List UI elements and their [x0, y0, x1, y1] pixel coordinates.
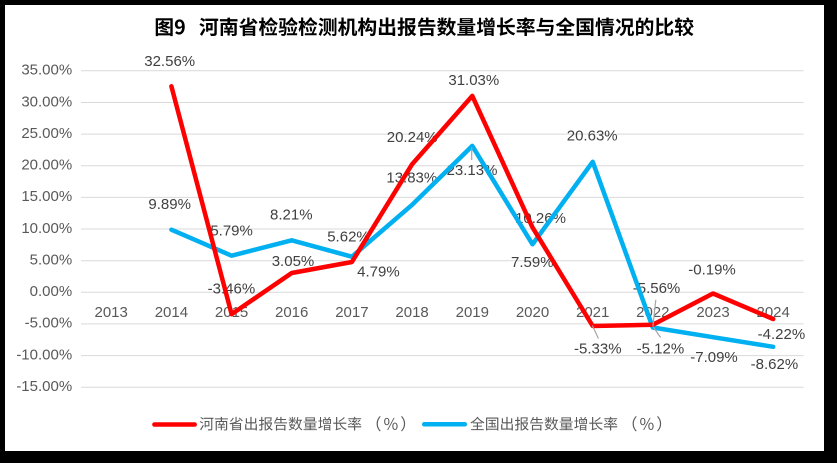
svg-text:-8.62%: -8.62%	[751, 356, 799, 373]
svg-text:-7.09%: -7.09%	[690, 349, 738, 366]
svg-text:13.83%: 13.83%	[386, 170, 437, 187]
svg-text:2013: 2013	[95, 304, 128, 321]
svg-text:9.89%: 9.89%	[148, 196, 191, 213]
svg-text:20.00%: 20.00%	[21, 157, 72, 174]
svg-text:10.00%: 10.00%	[21, 220, 72, 237]
svg-text:-10.00%: -10.00%	[16, 346, 72, 363]
svg-text:5.62%: 5.62%	[327, 228, 370, 245]
svg-text:3.05%: 3.05%	[272, 253, 315, 270]
svg-text:2023: 2023	[696, 304, 729, 321]
svg-text:35.00%: 35.00%	[21, 62, 72, 79]
svg-text:2017: 2017	[335, 304, 368, 321]
svg-text:5.79%: 5.79%	[210, 222, 253, 239]
svg-text:-0.19%: -0.19%	[688, 261, 736, 278]
svg-text:0.00%: 0.00%	[30, 283, 73, 300]
svg-text:30.00%: 30.00%	[21, 93, 72, 110]
svg-text:2018: 2018	[395, 304, 428, 321]
svg-text:25.00%: 25.00%	[21, 125, 72, 142]
svg-text:-5.00%: -5.00%	[25, 315, 73, 332]
svg-text:-5.33%: -5.33%	[574, 341, 622, 358]
svg-text:-5.12%: -5.12%	[637, 341, 685, 358]
svg-text:8.21%: 8.21%	[270, 206, 313, 223]
svg-text:20.24%: 20.24%	[387, 129, 438, 146]
svg-text:2020: 2020	[516, 304, 549, 321]
svg-text:-4.22%: -4.22%	[758, 326, 806, 343]
svg-text:-5.56%: -5.56%	[633, 280, 681, 297]
svg-text:7.59%: 7.59%	[511, 254, 554, 271]
svg-text:-15.00%: -15.00%	[16, 378, 72, 395]
svg-text:31.03%: 31.03%	[448, 72, 499, 89]
svg-text:2019: 2019	[456, 304, 489, 321]
svg-text:4.79%: 4.79%	[357, 263, 400, 280]
svg-text:20.63%: 20.63%	[567, 127, 618, 144]
svg-text:-3.46%: -3.46%	[208, 281, 256, 298]
svg-text:32.56%: 32.56%	[144, 53, 195, 70]
svg-text:5.00%: 5.00%	[30, 252, 73, 269]
svg-text:2016: 2016	[275, 304, 308, 321]
svg-text:2014: 2014	[155, 304, 188, 321]
svg-text:15.00%: 15.00%	[21, 188, 72, 205]
